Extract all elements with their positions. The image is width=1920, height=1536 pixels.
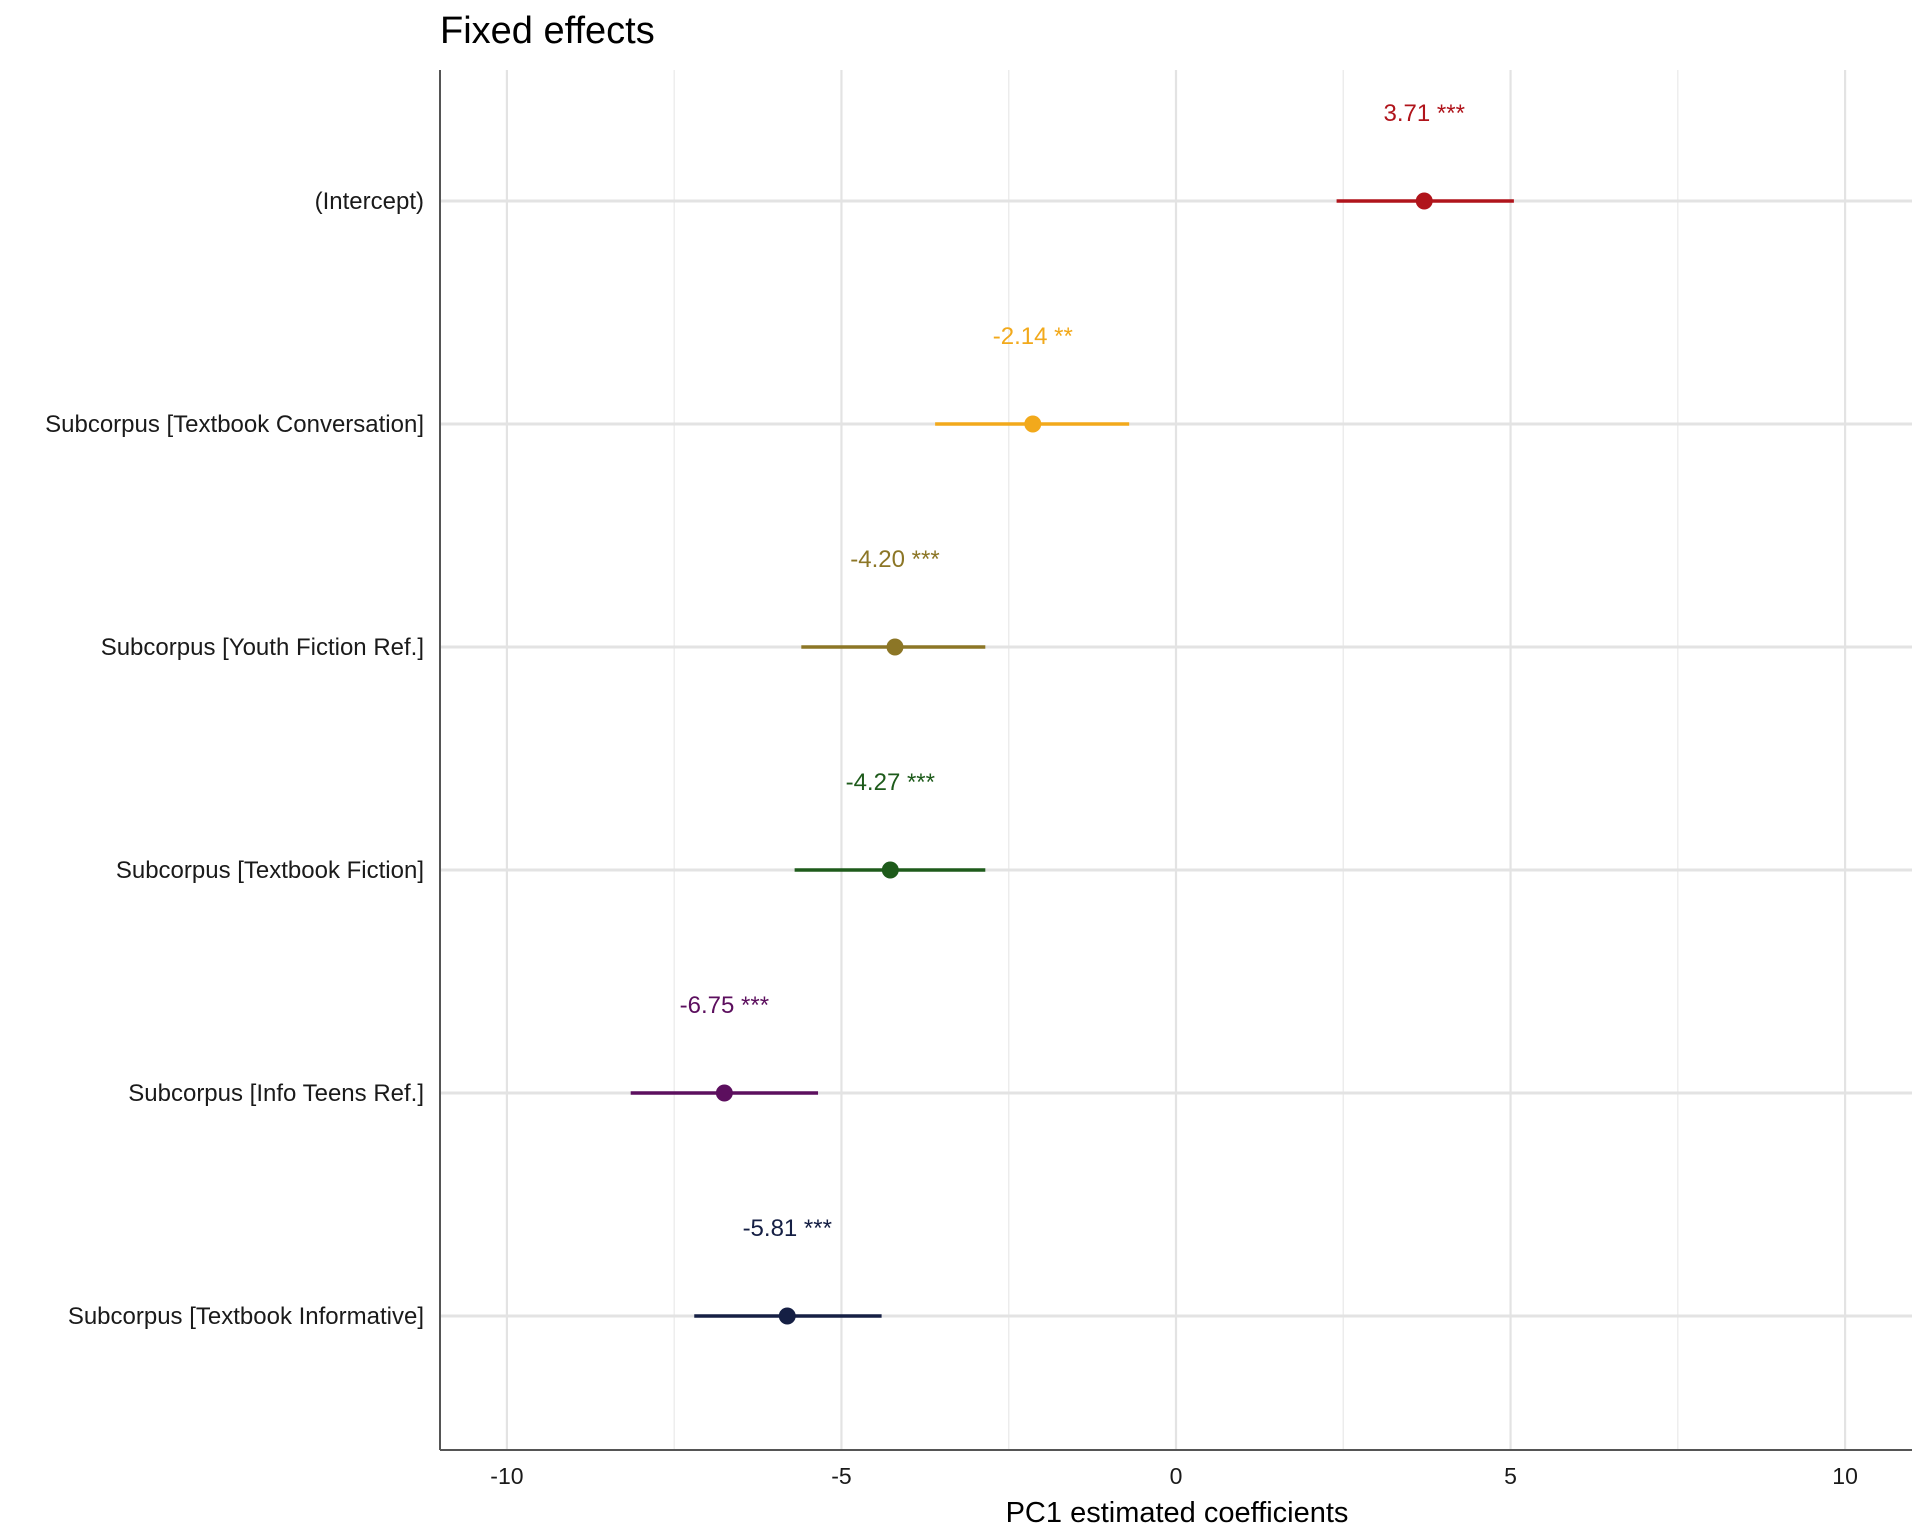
estimate-point-3	[881, 861, 899, 879]
x-tick-label-4: 10	[1832, 1463, 1858, 1489]
x-tick-label-1: -5	[831, 1463, 851, 1489]
estimate-label-3: -4.27 ***	[846, 769, 935, 796]
estimate-label-2: -4.20 ***	[850, 546, 939, 573]
estimate-point-0	[1415, 192, 1433, 210]
y-tick-label-2: Subcorpus [Youth Fiction Ref.]	[101, 634, 424, 661]
estimate-point-2	[886, 638, 904, 656]
x-tick-label-2: 0	[1170, 1463, 1183, 1489]
x-tick-label-0: -10	[490, 1463, 523, 1489]
estimate-point-5	[778, 1307, 796, 1325]
estimate-label-0: 3.71 ***	[1384, 100, 1465, 127]
estimate-point-4	[715, 1084, 733, 1102]
estimate-point-1	[1024, 415, 1042, 433]
y-tick-label-5: Subcorpus [Textbook Informative]	[68, 1303, 424, 1330]
y-tick-label-3: Subcorpus [Textbook Fiction]	[116, 857, 424, 884]
chart-title: Fixed effects	[440, 10, 655, 52]
y-tick-label-4: Subcorpus [Info Teens Ref.]	[128, 1080, 424, 1107]
estimate-label-4: -6.75 ***	[680, 992, 769, 1019]
x-tick-label-3: 5	[1504, 1463, 1517, 1489]
estimate-label-5: -5.81 ***	[743, 1215, 832, 1242]
y-tick-label-1: Subcorpus [Textbook Conversation]	[45, 411, 424, 438]
estimate-label-1: -2.14 **	[993, 323, 1073, 350]
y-tick-label-0: (Intercept)	[315, 188, 424, 215]
axes: -10 -5 0 5 10 (Intercept) Subcorpus [Textbook …	[45, 70, 1912, 1489]
grid	[440, 70, 1912, 1450]
marks: 3.71 *** -2.14 ** -4.20 *** -4.27 *** -6.75 …	[630, 100, 1514, 1325]
x-axis-title: PC1 estimated coefficients	[1006, 1497, 1349, 1529]
